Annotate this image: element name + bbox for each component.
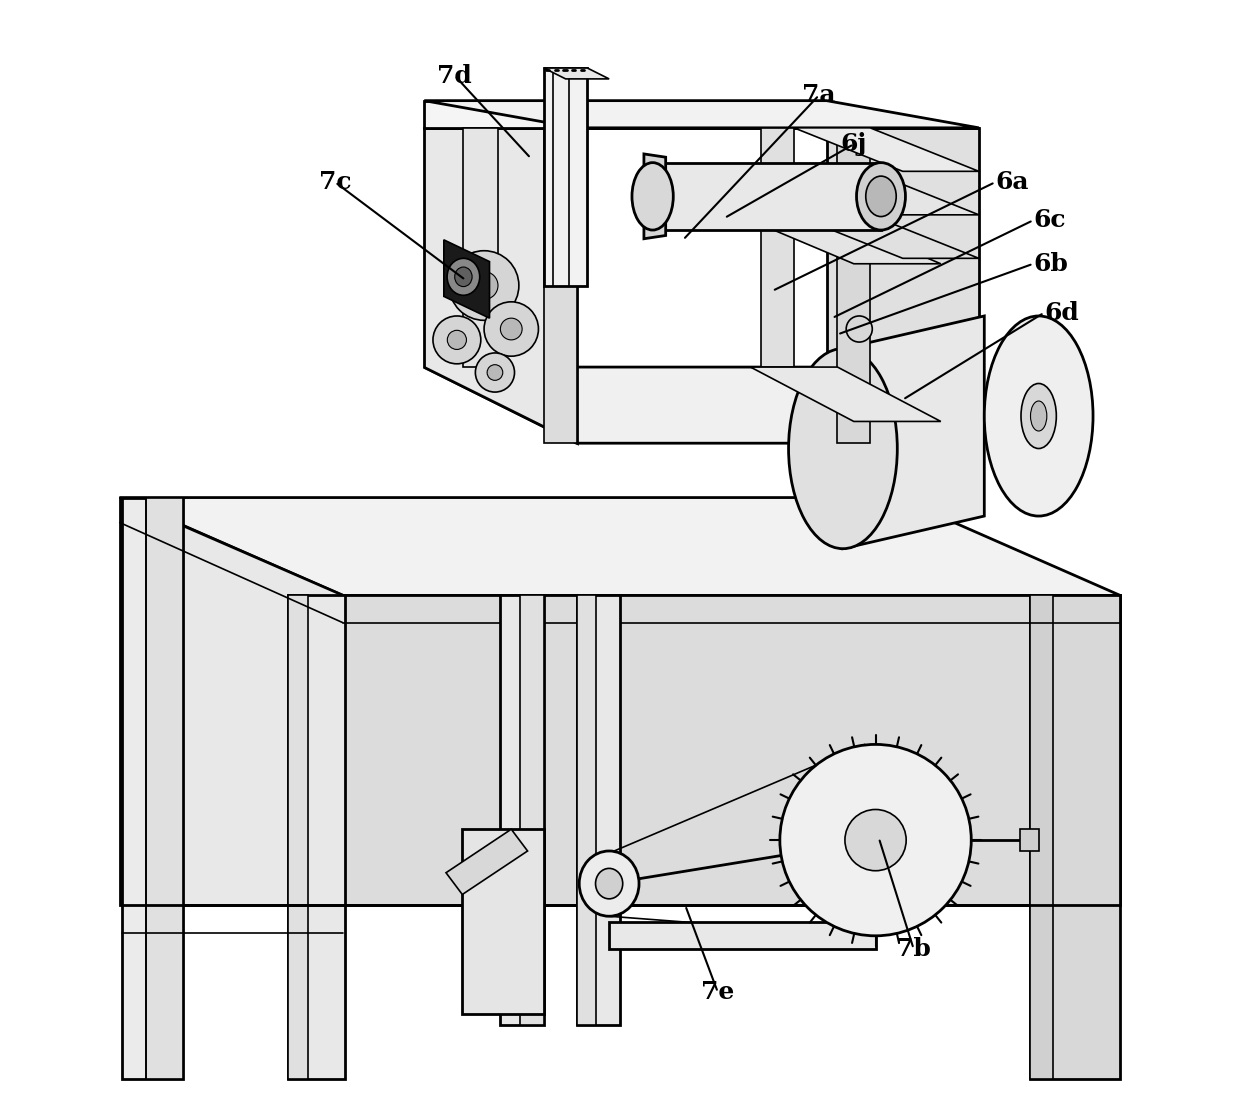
Polygon shape — [122, 497, 182, 1080]
Polygon shape — [837, 128, 870, 443]
Text: 6j: 6j — [841, 132, 867, 156]
Ellipse shape — [448, 258, 480, 295]
Polygon shape — [424, 101, 978, 128]
Polygon shape — [750, 367, 941, 422]
Ellipse shape — [985, 316, 1092, 516]
Circle shape — [433, 316, 481, 364]
Polygon shape — [577, 596, 620, 1025]
Circle shape — [844, 810, 906, 871]
Polygon shape — [424, 128, 577, 443]
Text: 6c: 6c — [1033, 209, 1065, 233]
Polygon shape — [289, 596, 308, 1080]
Polygon shape — [1021, 830, 1039, 851]
Circle shape — [470, 271, 498, 299]
Text: 7a: 7a — [802, 83, 836, 107]
Text: 7d: 7d — [438, 63, 472, 87]
Ellipse shape — [1021, 384, 1056, 448]
Polygon shape — [342, 596, 1120, 905]
Circle shape — [475, 353, 515, 392]
Circle shape — [484, 302, 538, 356]
Polygon shape — [794, 215, 978, 258]
Ellipse shape — [857, 163, 905, 230]
Circle shape — [487, 365, 502, 380]
Circle shape — [449, 250, 518, 320]
Polygon shape — [644, 154, 666, 238]
Ellipse shape — [789, 349, 898, 549]
Polygon shape — [652, 163, 880, 230]
Polygon shape — [827, 128, 978, 443]
Polygon shape — [609, 921, 875, 949]
Polygon shape — [544, 68, 609, 79]
Polygon shape — [463, 830, 544, 1014]
Ellipse shape — [866, 176, 897, 216]
Polygon shape — [444, 239, 490, 318]
Circle shape — [501, 318, 522, 340]
Polygon shape — [843, 316, 985, 549]
Polygon shape — [577, 596, 596, 1025]
Ellipse shape — [595, 868, 622, 898]
Text: 6d: 6d — [1044, 301, 1079, 325]
Polygon shape — [424, 101, 827, 128]
Text: 6b: 6b — [1033, 251, 1068, 275]
Circle shape — [448, 330, 466, 350]
Circle shape — [780, 744, 971, 936]
Polygon shape — [750, 221, 941, 263]
Polygon shape — [794, 128, 978, 172]
Polygon shape — [1030, 596, 1053, 1080]
Ellipse shape — [632, 163, 673, 230]
Ellipse shape — [1030, 401, 1047, 431]
Polygon shape — [120, 497, 342, 905]
Ellipse shape — [579, 851, 639, 916]
Polygon shape — [501, 596, 544, 1025]
Polygon shape — [464, 128, 498, 367]
Polygon shape — [794, 172, 978, 215]
Text: 7c: 7c — [319, 171, 351, 195]
Text: 6a: 6a — [996, 171, 1029, 195]
Polygon shape — [289, 596, 345, 1080]
Polygon shape — [544, 68, 588, 285]
Polygon shape — [544, 128, 577, 443]
Polygon shape — [761, 128, 794, 367]
Polygon shape — [424, 367, 978, 443]
Polygon shape — [1030, 596, 1120, 1080]
Polygon shape — [446, 830, 527, 894]
Circle shape — [846, 316, 872, 342]
Polygon shape — [520, 596, 544, 1025]
Polygon shape — [146, 497, 182, 1080]
Ellipse shape — [455, 267, 472, 286]
Text: 7e: 7e — [701, 980, 734, 1004]
Polygon shape — [120, 497, 1120, 596]
Text: 7b: 7b — [897, 937, 931, 961]
